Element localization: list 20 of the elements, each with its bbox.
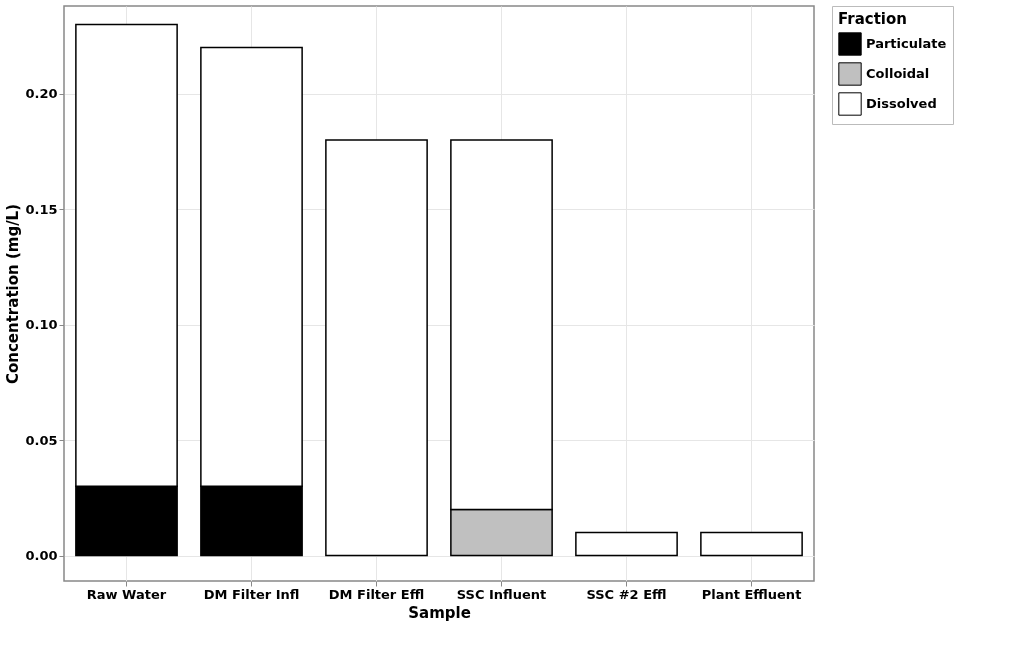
legend-title: Fraction	[838, 10, 907, 28]
legend-label: Particulate	[866, 36, 947, 51]
x-axis-title: Sample	[408, 603, 471, 622]
bar	[700, 531, 803, 557]
y-axis-title: Concentration (mg/L)	[4, 203, 23, 385]
bar	[575, 531, 678, 557]
x-tick-label: DM Filter Infl	[203, 586, 300, 602]
x-tick-label: DM Filter Effl	[328, 586, 425, 602]
y-tick-label: 0.05	[25, 432, 58, 448]
legend-label: Dissolved	[866, 96, 937, 111]
y-tick-label: 0.10	[25, 317, 58, 333]
legend-label: Colloidal	[866, 66, 930, 81]
x-tick-label: SSC #2 Effl	[586, 586, 667, 602]
y-tick-label: 0.20	[25, 86, 58, 102]
bar	[325, 139, 428, 557]
x-tick-label: Plant Effluent	[701, 586, 802, 602]
y-tick-label: 0.00	[25, 548, 58, 564]
y-tick-label: 0.15	[25, 201, 58, 217]
x-tick-label: SSC Influent	[456, 586, 547, 602]
x-tick-label: Raw Water	[86, 586, 167, 602]
